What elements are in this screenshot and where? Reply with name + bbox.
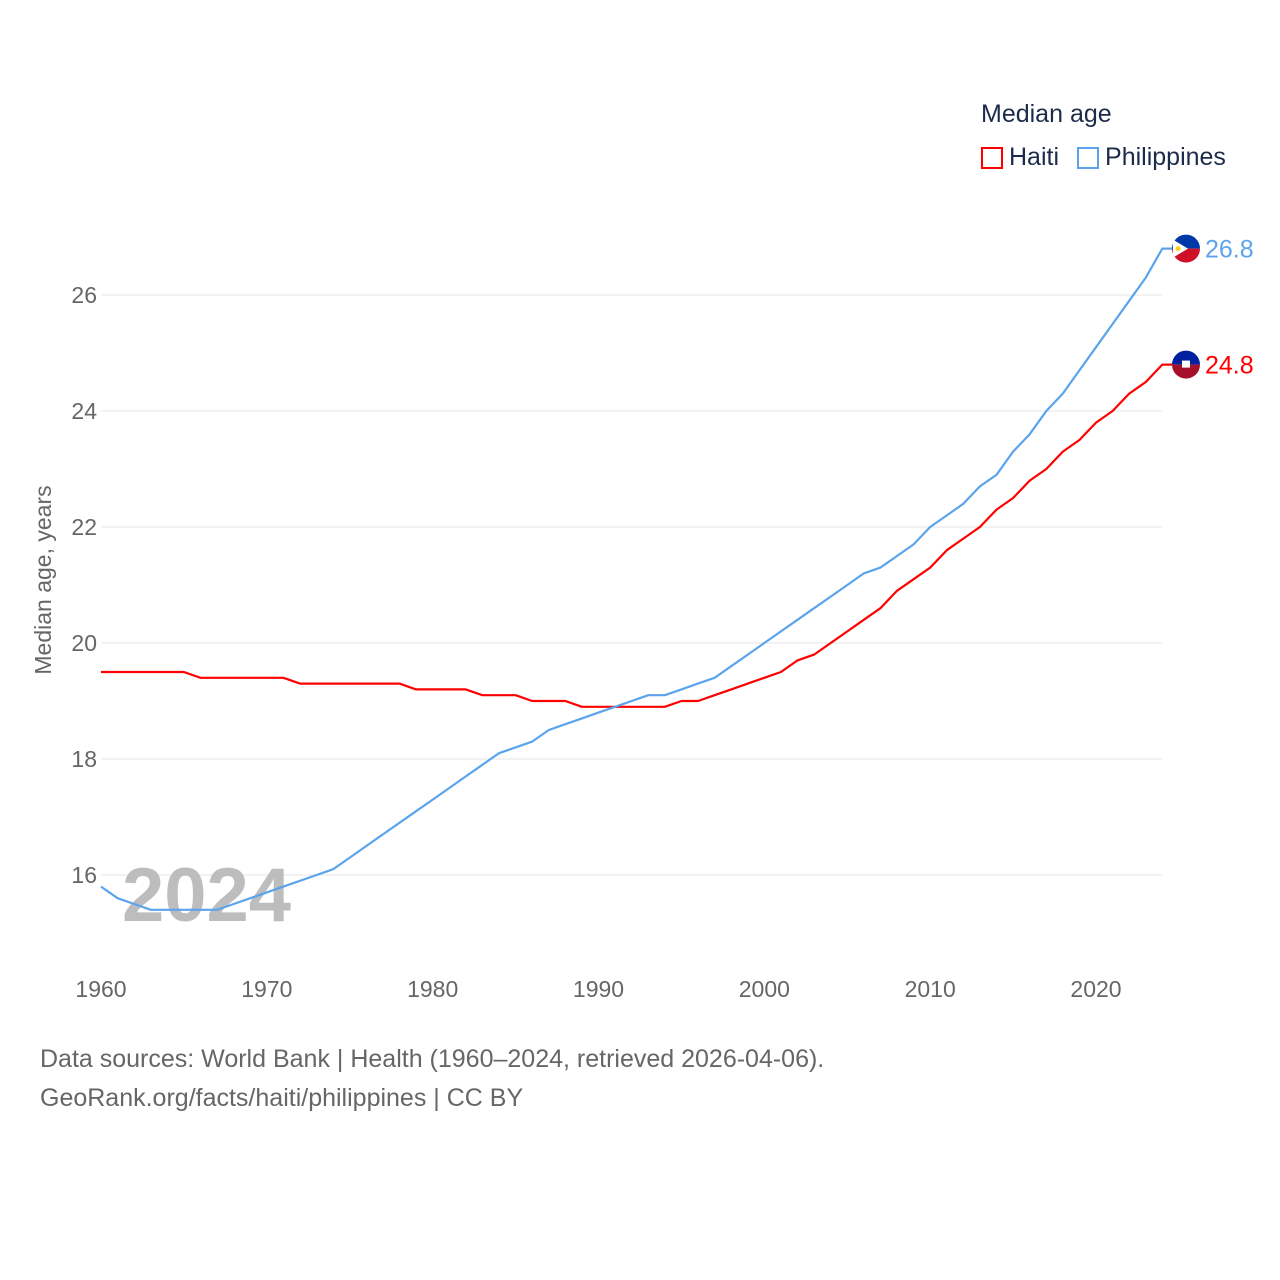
x-tick-label: 2020 — [1070, 976, 1121, 1002]
x-tick-label: 1990 — [573, 976, 624, 1002]
y-tick-label: 18 — [71, 746, 97, 772]
y-tick-label: 26 — [71, 282, 97, 308]
y-tick-label: 20 — [71, 630, 97, 656]
series-line-philippines — [100, 247, 1172, 911]
legend-item-haiti[interactable]: Haiti — [981, 143, 1059, 172]
flag-icon-haiti-red — [1172, 364, 1200, 379]
flag-icon-haiti-blue — [1172, 350, 1200, 365]
footer-link[interactable]: GeoRank.org/facts/haiti/philippines | CC… — [40, 1084, 524, 1112]
footer-sources: Data sources: World Bank | Health (1960–… — [40, 1045, 825, 1073]
x-tick-label: 1980 — [407, 976, 458, 1002]
series-line-haiti — [101, 363, 1172, 708]
legend-label-haiti: Haiti — [1009, 143, 1060, 171]
y-tick-label: 24 — [71, 398, 97, 424]
y-tick-label: 16 — [71, 862, 97, 888]
x-tick-label: 2010 — [905, 976, 956, 1002]
year-watermark: 2024 — [122, 853, 291, 938]
legend-label-philippines: Philippines — [1105, 143, 1226, 171]
y-tick-label: 22 — [71, 514, 97, 540]
legend-item-philippines[interactable]: Philippines — [1077, 143, 1226, 172]
x-tick-label: 2000 — [739, 976, 790, 1002]
legend-title: Median age — [981, 100, 1112, 128]
end-value-label-haiti: 24.8 — [1205, 352, 1254, 380]
legend: Haiti Philippines — [981, 143, 1226, 172]
flag-icon-haiti-emblem — [1182, 360, 1190, 368]
legend-swatch-philippines — [1077, 146, 1100, 169]
legend-swatch-haiti — [981, 146, 1003, 169]
y-axis-label: Median age, years — [30, 485, 56, 674]
flag-icon-philippines-sun — [1175, 246, 1181, 252]
end-value-label-philippines: 26.8 — [1205, 236, 1254, 264]
x-tick-label: 1970 — [241, 976, 292, 1002]
x-tick-label: 1960 — [75, 976, 126, 1002]
